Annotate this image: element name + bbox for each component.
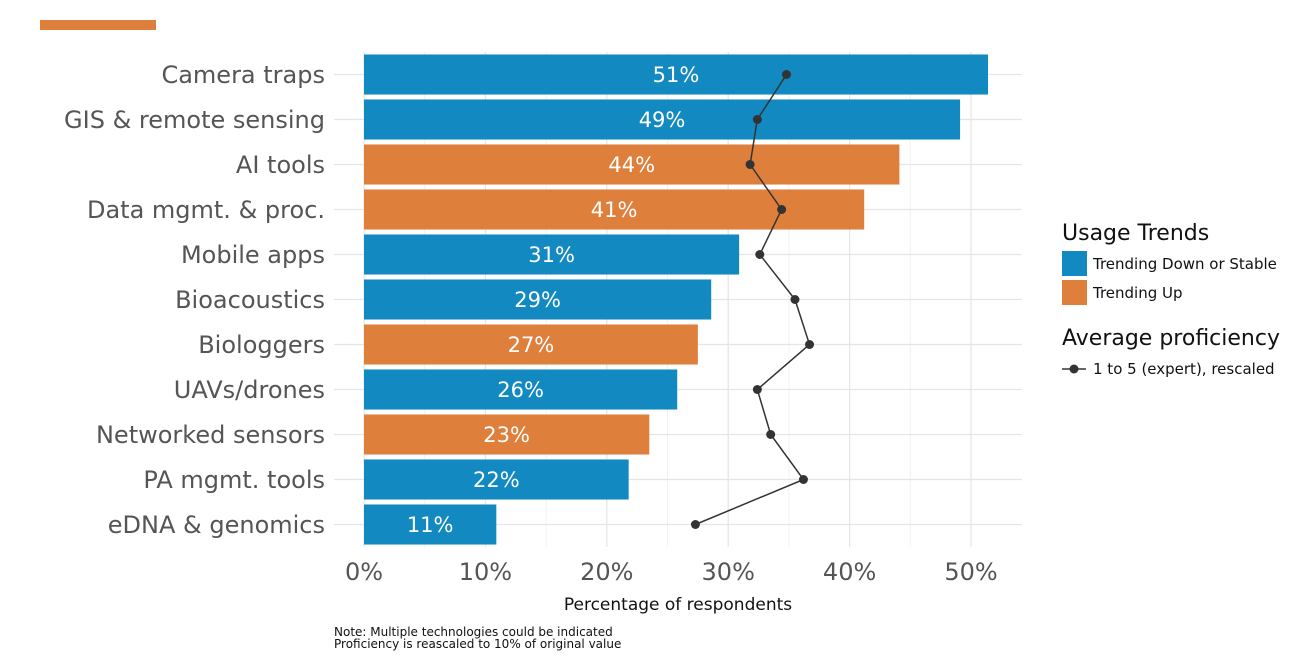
category-label-3: Data mgmt. & proc.	[87, 196, 325, 224]
bar-value-label-4: 31%	[528, 243, 575, 267]
bar-value-label-2: 44%	[608, 153, 655, 177]
legend-usage-title: Usage Trends	[1062, 221, 1209, 246]
legend-point-key	[1069, 364, 1079, 374]
x-tick-label-40: 40%	[823, 558, 876, 586]
category-labels: Camera traps GIS & remote sensing AI tools…	[64, 61, 325, 539]
proficiency-point-6	[805, 340, 815, 349]
x-tick-label-0: 0%	[345, 558, 383, 586]
bars: 51% 49% 44% 41% 31% 29% 27% 26% 23% 22% 11%	[364, 54, 989, 545]
legend-swatch-down-or-stable	[1062, 251, 1087, 276]
category-label-10: eDNA & genomics	[108, 511, 325, 539]
bar-value-label-5: 29%	[514, 288, 561, 312]
bar-value-label-10: 11%	[407, 513, 454, 537]
bar-8	[364, 414, 650, 455]
bar-value-label-9: 22%	[473, 468, 520, 492]
proficiency-point-2	[745, 160, 755, 169]
x-tick-labels: 0% 10% 20% 30% 40% 50%	[345, 558, 998, 586]
legend-label-down-or-stable: Trending Down or Stable	[1092, 255, 1277, 273]
bar-5	[364, 279, 712, 320]
bar-value-label-3: 41%	[591, 198, 638, 222]
x-tick-label-20: 20%	[580, 558, 633, 586]
legend-proficiency-title: Average proficiency	[1062, 326, 1280, 351]
bar-value-label-0: 51%	[653, 63, 700, 87]
proficiency-point-8	[766, 430, 776, 439]
proficiency-point-5	[790, 295, 800, 304]
bar-value-label-8: 23%	[483, 423, 530, 447]
category-label-5: Bioacoustics	[175, 286, 325, 314]
legend-proficiency-label: 1 to 5 (expert), rescaled	[1093, 360, 1275, 378]
bar-10	[364, 504, 497, 545]
bar-value-label-7: 26%	[497, 378, 544, 402]
category-label-1: GIS & remote sensing	[64, 106, 325, 134]
proficiency-point-7	[752, 385, 762, 394]
bar-value-label-1: 49%	[639, 108, 686, 132]
x-axis-title: Percentage of respondents	[564, 595, 792, 615]
x-tick-label-50: 50%	[944, 558, 997, 586]
x-tick-label-10: 10%	[459, 558, 512, 586]
legend-swatch-up	[1062, 280, 1087, 305]
note-line-1: Note: Multiple technologies could be ind…	[334, 625, 613, 639]
category-label-0: Camera traps	[161, 61, 325, 89]
proficiency-point-3	[777, 205, 787, 214]
proficiency-point-4	[755, 250, 765, 259]
proficiency-point-1	[752, 115, 762, 124]
bar-9	[364, 459, 629, 500]
proficiency-line	[690, 70, 815, 529]
proficiency-point-9	[798, 475, 808, 484]
legend: Usage Trends Trending Down or Stable Tre…	[1062, 221, 1280, 378]
bar-7	[364, 369, 678, 410]
proficiency-point-10	[690, 520, 700, 529]
category-label-4: Mobile apps	[181, 241, 325, 269]
category-label-6: Biologgers	[198, 331, 325, 359]
category-label-7: UAVs/drones	[174, 376, 325, 404]
bar-0	[364, 54, 989, 95]
bar-4	[364, 234, 740, 275]
bar-value-label-6: 27%	[508, 333, 555, 357]
category-label-9: PA mgmt. tools	[143, 466, 325, 494]
note-line-2: Proficiency is reascaled to 10% of origi…	[334, 637, 621, 651]
bar-1	[364, 99, 961, 140]
bar-2	[364, 144, 900, 185]
bar-6	[364, 324, 698, 365]
x-tick-label-30: 30%	[702, 558, 755, 586]
proficiency-point-0	[781, 70, 791, 79]
legend-label-up: Trending Up	[1092, 284, 1183, 302]
accent-bar	[40, 20, 156, 30]
category-label-2: AI tools	[236, 151, 325, 179]
category-label-8: Networked sensors	[96, 421, 325, 449]
